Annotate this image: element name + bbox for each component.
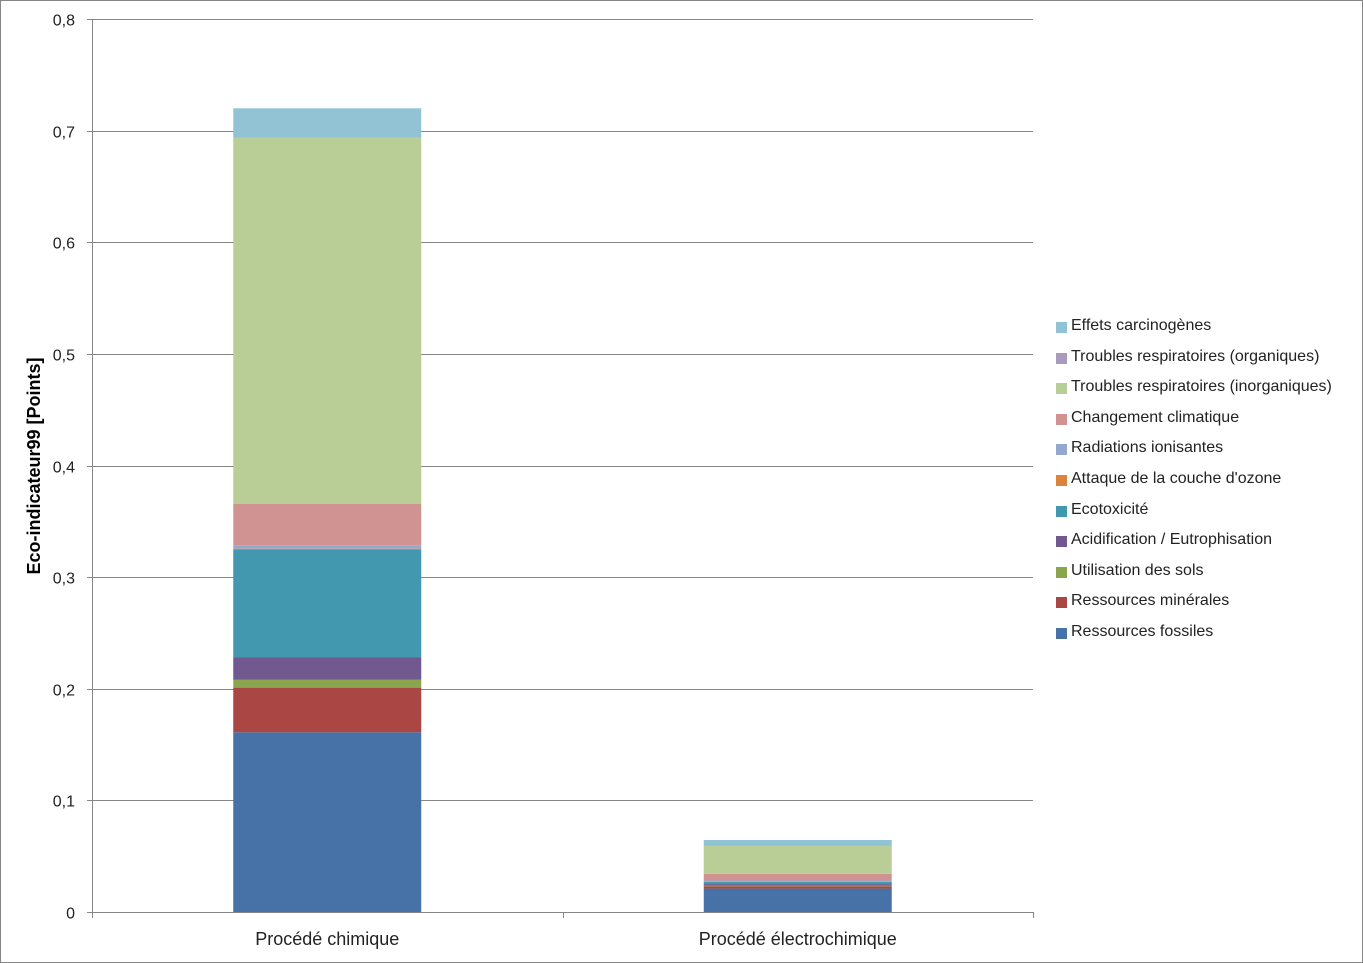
legend-item: Attaque de la couche d'ozone [1056, 469, 1356, 489]
legend-swatch [1056, 475, 1067, 486]
y-tick-label: 0,3 [53, 571, 75, 588]
gridlines [92, 19, 1033, 801]
y-tick-label: 0 [66, 906, 75, 923]
bar-segment [233, 548, 422, 550]
bar-segment [703, 840, 892, 846]
legend-swatch [1056, 505, 1067, 517]
legend-item: Ressources fossiles [1056, 622, 1356, 642]
bar-segment [703, 886, 892, 889]
x-tick-label: Procédé chimique [255, 929, 399, 949]
bar-segment [233, 549, 422, 658]
y-tick-label: 0,6 [53, 236, 75, 253]
bar-segment [703, 884, 892, 886]
legend-label: Attaque de la couche d'ozone [1071, 470, 1282, 487]
bar-segment [233, 545, 422, 549]
x-tick-label: Procédé électrochimique [699, 929, 897, 949]
bar-segment [233, 137, 422, 138]
y-axis-label: Eco-indicateur99 [Points] [24, 357, 44, 574]
bar-segment [233, 679, 422, 688]
legend-swatch [1056, 597, 1067, 609]
y-tick-label: 0,4 [53, 460, 75, 477]
legend-label: Utilisation des sols [1071, 561, 1204, 579]
legend-swatch [1056, 566, 1067, 578]
bar-segment [703, 881, 892, 885]
bar-segment [703, 880, 892, 882]
legend-swatch [1056, 322, 1067, 333]
legend-item: Radiations ionisantes [1056, 438, 1356, 458]
axes [87, 19, 1034, 918]
y-tick-labels: 0 0,1 0,2 0,3 0,4 0,5 0,6 0,7 0,8 [53, 13, 75, 923]
legend-item: Ressources minérales [1056, 591, 1356, 611]
y-tick-label: 0,2 [53, 683, 75, 700]
legend-label: Ecotoxicité [1071, 500, 1149, 518]
y-tick-label: 0,5 [53, 348, 75, 365]
legend-swatch [1056, 413, 1067, 425]
legend-swatch [1056, 444, 1067, 456]
bar-segment [233, 687, 422, 733]
y-tick-label: 0,1 [53, 794, 75, 811]
legend-swatch [1056, 352, 1067, 364]
legend-label: Troubles respiratoires (organiques) [1071, 347, 1320, 365]
bar-segment [703, 845, 892, 874]
legend-label: Acidification / Eutrophisation [1071, 531, 1272, 549]
y-tick-label: 0,7 [53, 125, 75, 142]
bar-segment [233, 657, 422, 680]
legend-item: Effets carcinogènes [1056, 316, 1356, 336]
legend-label: Troubles respiratoires (inorganiques) [1071, 378, 1332, 396]
legend-item: Troubles respiratoires (inorganiques) [1056, 377, 1356, 397]
legend-swatch [1056, 628, 1067, 639]
legend-item: Changement climatique [1056, 408, 1356, 428]
bar-segment [703, 873, 892, 881]
y-tick-label: 0,8 [53, 13, 75, 30]
bar-segment [233, 504, 422, 546]
x-tick-labels: Procédé chimique Procédé électrochimique [255, 929, 897, 949]
legend-label: Ressources fossiles [1071, 623, 1214, 640]
legend-item: Utilisation des sols [1056, 561, 1356, 581]
bar-segment [703, 885, 892, 887]
legend-label: Radiations ionisantes [1071, 439, 1224, 457]
bar-segment [233, 137, 422, 505]
bar-segment [233, 732, 422, 912]
legend-label: Ressources minérales [1071, 592, 1230, 610]
legend-label: Effets carcinogènes [1071, 317, 1212, 334]
legend-swatch [1056, 383, 1067, 395]
legend-item: Troubles respiratoires (organiques) [1056, 347, 1356, 367]
legend-swatch [1056, 536, 1067, 548]
legend-item: Acidification / Eutrophisation [1056, 530, 1356, 550]
bar-segment [233, 108, 422, 138]
bar-segment [703, 888, 892, 912]
bars [233, 108, 892, 912]
legend-item: Ecotoxicité [1056, 500, 1356, 520]
legend-label: Changement climatique [1071, 408, 1240, 426]
